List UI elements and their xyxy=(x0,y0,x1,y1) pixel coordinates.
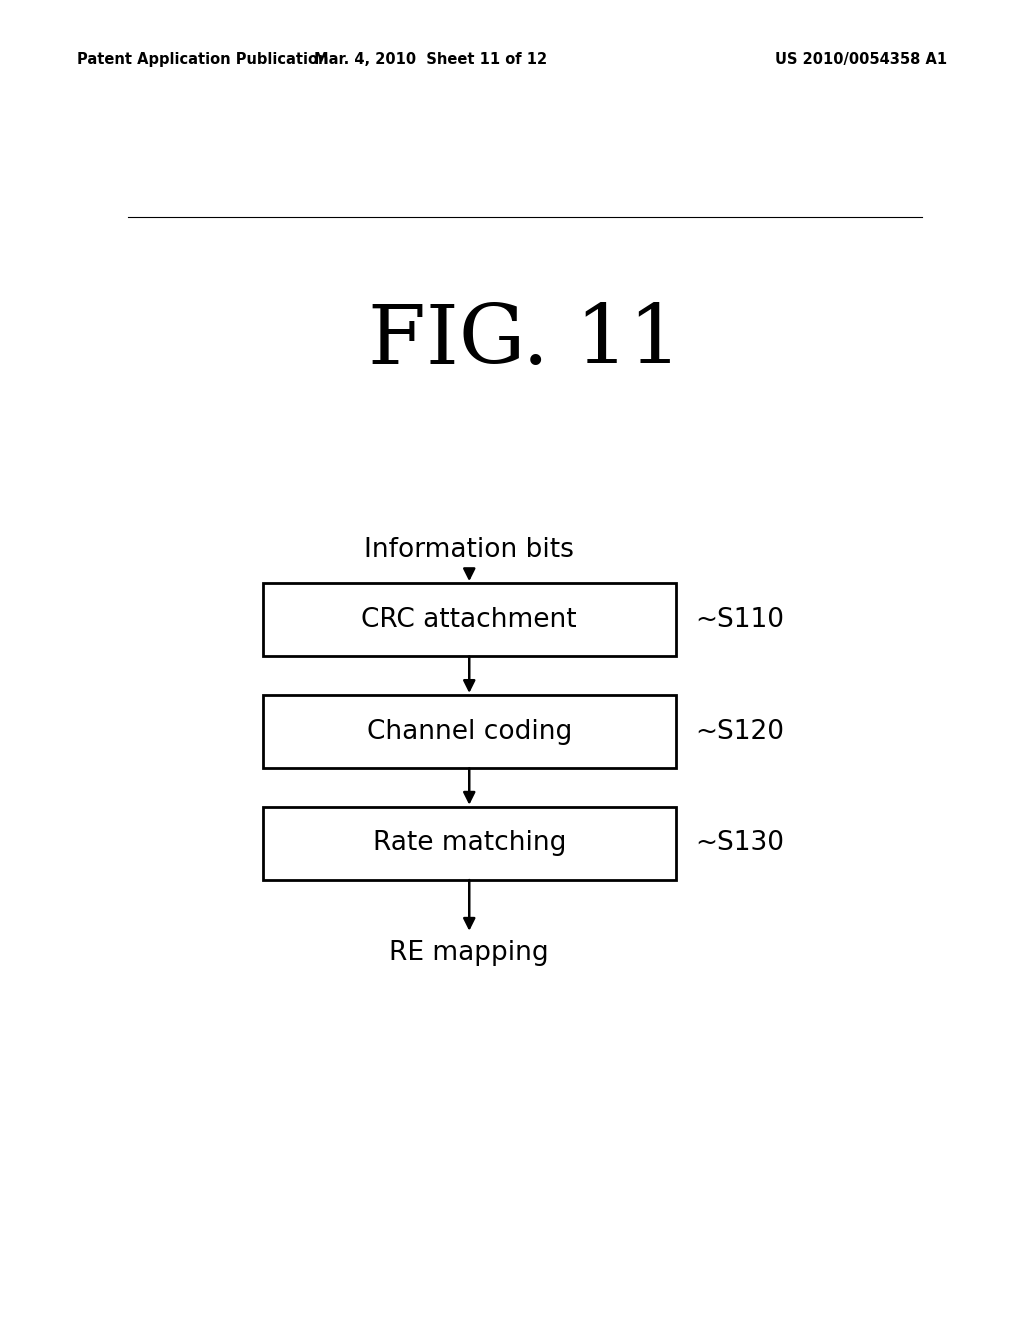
Text: FIG. 11: FIG. 11 xyxy=(368,301,682,381)
Text: US 2010/0054358 A1: US 2010/0054358 A1 xyxy=(775,51,947,67)
Text: RE mapping: RE mapping xyxy=(389,940,549,966)
Text: Information bits: Information bits xyxy=(365,537,574,562)
Text: ~S130: ~S130 xyxy=(695,830,784,857)
Text: ~S110: ~S110 xyxy=(695,607,784,632)
Bar xyxy=(263,696,676,768)
Text: Rate matching: Rate matching xyxy=(373,830,566,857)
Bar xyxy=(263,583,676,656)
Text: ~S120: ~S120 xyxy=(695,718,784,744)
Text: CRC attachment: CRC attachment xyxy=(361,607,578,632)
Text: Mar. 4, 2010  Sheet 11 of 12: Mar. 4, 2010 Sheet 11 of 12 xyxy=(313,51,547,67)
Bar xyxy=(263,807,676,880)
Text: Channel coding: Channel coding xyxy=(367,718,571,744)
Text: Patent Application Publication: Patent Application Publication xyxy=(77,51,329,67)
